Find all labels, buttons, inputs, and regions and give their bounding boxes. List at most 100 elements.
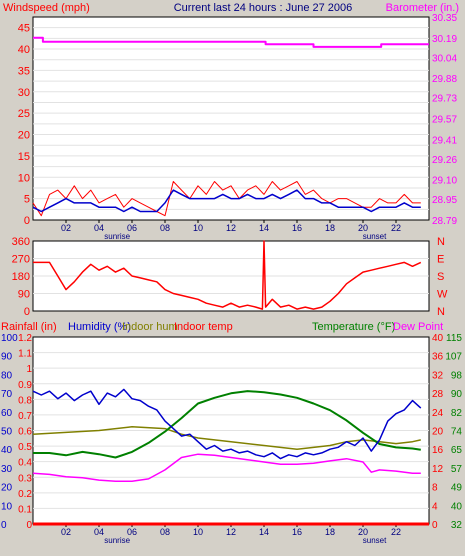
rainfall-tick-label: 0.2 — [18, 489, 32, 500]
wind-x-tick-label: 06 — [127, 223, 137, 233]
humidity-tick-label: 70 — [1, 389, 13, 400]
rainfall-tick-label: 0 — [26, 520, 32, 531]
indoor-humidity-line — [32, 426, 421, 450]
wind-sunset-label: sunset — [363, 232, 387, 241]
humidity-tick-label: 80 — [1, 370, 13, 381]
climate-x-tick-label: 04 — [94, 527, 104, 537]
indoor-temp-tick-label: 32 — [432, 370, 444, 381]
rainfall-tick-label: 0.6 — [18, 427, 32, 438]
humidity-tick-label: 90 — [1, 352, 13, 363]
rainfall-tick-label: 0.1 — [18, 504, 32, 515]
climate-x-tick-label: 16 — [292, 527, 302, 537]
temperature-tick-label: 40 — [451, 501, 463, 512]
wind-x-tick-label: 12 — [226, 223, 236, 233]
indoor-temp-legend: Indoor temp — [174, 321, 233, 333]
windspeed-tick-label: 0 — [24, 215, 30, 227]
humidity-tick-label: 10 — [1, 501, 13, 512]
rainfall-tick-label: 1.1 — [18, 349, 32, 360]
temperature-tick-label: 65 — [451, 445, 463, 456]
wind-x-tick-label: 02 — [61, 223, 71, 233]
climate-x-tick-label: 06 — [127, 527, 137, 537]
temperature-tick-label: 49 — [451, 483, 463, 494]
climate-sunset-label: sunset — [363, 536, 387, 545]
humidity-tick-label: 60 — [1, 408, 13, 419]
barometer-tick-label: 30.04 — [432, 53, 457, 64]
climate-x-tick-label: 12 — [226, 527, 236, 537]
wind-x-tick-label: 10 — [193, 223, 203, 233]
compass-tick-label: S — [437, 271, 444, 283]
barometer-tick-label: 30.19 — [432, 34, 457, 45]
barometer-tick-label: 30.35 — [432, 13, 457, 24]
barometer-tick-label: 29.26 — [432, 155, 457, 166]
rainfall-tick-label: 0.4 — [18, 458, 32, 469]
barometer-line — [33, 36, 429, 48]
windspeed-tick-label: 15 — [18, 151, 30, 163]
temperature-axis-title: Temperature (°F) — [312, 321, 395, 333]
rainfall-tick-label: 0.7 — [18, 411, 32, 422]
indoor-temp-tick-label: 12 — [432, 464, 444, 475]
indoor-temp-tick-label: 40 — [432, 333, 444, 344]
compass-tick-label: N — [437, 306, 445, 318]
indoor-temp-tick-label: 24 — [432, 408, 444, 419]
temperature-tick-label: 74 — [451, 427, 463, 438]
climate-sunrise-label: sunrise — [104, 536, 130, 545]
humidity-tick-label: 30 — [1, 464, 13, 475]
wind-x-tick-label: 18 — [325, 223, 335, 233]
rainfall-tick-label: 1.2 — [18, 333, 32, 344]
climate-x-tick-label: 18 — [325, 527, 335, 537]
temperature-tick-label: 82 — [451, 408, 463, 419]
climate-x-tick-label: 08 — [160, 527, 170, 537]
direction-tick-label: 90 — [18, 289, 30, 301]
compass-tick-label: E — [437, 254, 444, 266]
barometer-tick-label: 28.95 — [432, 195, 457, 206]
barometer-tick-label: 29.88 — [432, 74, 457, 85]
temperature-tick-label: 107 — [445, 352, 462, 363]
humidity-tick-label: 100 — [1, 333, 18, 344]
humidity-line — [32, 388, 422, 460]
humidity-tick-label: 0 — [1, 520, 7, 531]
direction-tick-label: 360 — [12, 236, 30, 248]
temperature-tick-label: 32 — [451, 520, 463, 531]
climate-x-tick-label: 02 — [61, 527, 71, 537]
data-series — [32, 36, 429, 526]
wind-x-tick-label: 20 — [358, 223, 368, 233]
direction-tick-label: 180 — [12, 271, 30, 283]
dew-point-line — [32, 453, 421, 482]
barometer-tick-label: 29.10 — [432, 176, 457, 187]
rainfall-tick-label: 0.3 — [18, 473, 32, 484]
wind-direction-line — [33, 240, 422, 310]
windspeed-tick-label: 35 — [18, 65, 30, 77]
rainfall-tick-label: 0.5 — [18, 442, 32, 453]
direction-tick-label: 270 — [12, 254, 30, 266]
grid-lines — [33, 27, 429, 509]
indoor-temp-tick-label: 4 — [432, 501, 438, 512]
wind-gust-line — [32, 181, 421, 217]
wind-sunrise-label: sunrise — [104, 232, 130, 241]
temperature-tick-label: 115 — [446, 333, 462, 344]
chart-title: Current last 24 hours : June 27 2006 — [174, 2, 353, 14]
wind-x-tick-label: 08 — [160, 223, 170, 233]
barometer-tick-label: 29.73 — [432, 94, 457, 105]
wind-x-tick-label: 04 — [94, 223, 104, 233]
compass-tick-label: N — [437, 236, 445, 248]
wind-x-tick-label: 22 — [391, 223, 401, 233]
indoor-temp-tick-label: 20 — [432, 427, 444, 438]
indoor-temp-tick-label: 16 — [432, 445, 444, 456]
wind-x-tick-label: 16 — [292, 223, 302, 233]
compass-tick-label: W — [437, 289, 448, 301]
windspeed-tick-label: 5 — [24, 194, 30, 206]
windspeed-tick-label: 30 — [18, 87, 30, 99]
barometer-tick-label: 29.41 — [432, 135, 457, 146]
windspeed-tick-label: 45 — [18, 23, 30, 35]
climate-x-tick-label: 14 — [259, 527, 269, 537]
barometer-tick-label: 28.79 — [432, 216, 457, 227]
windspeed-tick-label: 20 — [18, 130, 30, 142]
rainfall-tick-label: 1 — [26, 364, 32, 375]
wind-average-line — [32, 189, 421, 213]
climate-x-tick-label: 20 — [358, 527, 368, 537]
humidity-tick-label: 40 — [1, 445, 13, 456]
indoor-hum-legend: Indoor hum — [122, 321, 178, 333]
humidity-axis-title: Humidity (%) — [68, 321, 131, 333]
